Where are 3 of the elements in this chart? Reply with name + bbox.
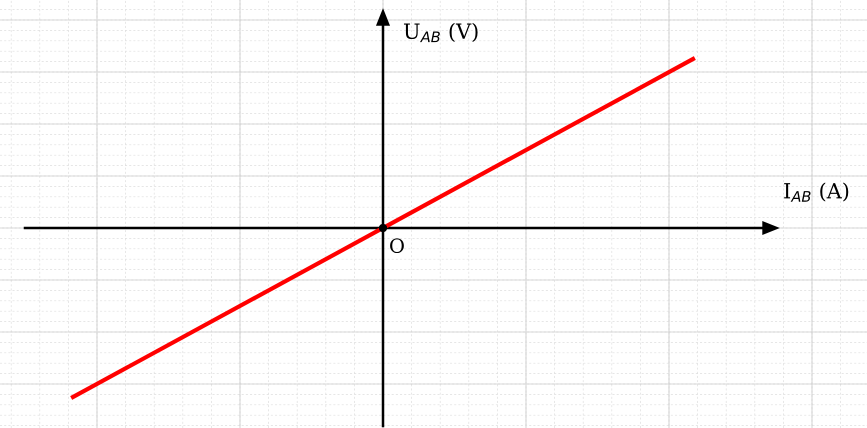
annotation: O	[390, 238, 404, 254]
y-axis-title: U$_{AB}$ (V)	[404, 22, 478, 42]
x-axis-title: I$_{AB}$ (A)	[784, 182, 848, 202]
